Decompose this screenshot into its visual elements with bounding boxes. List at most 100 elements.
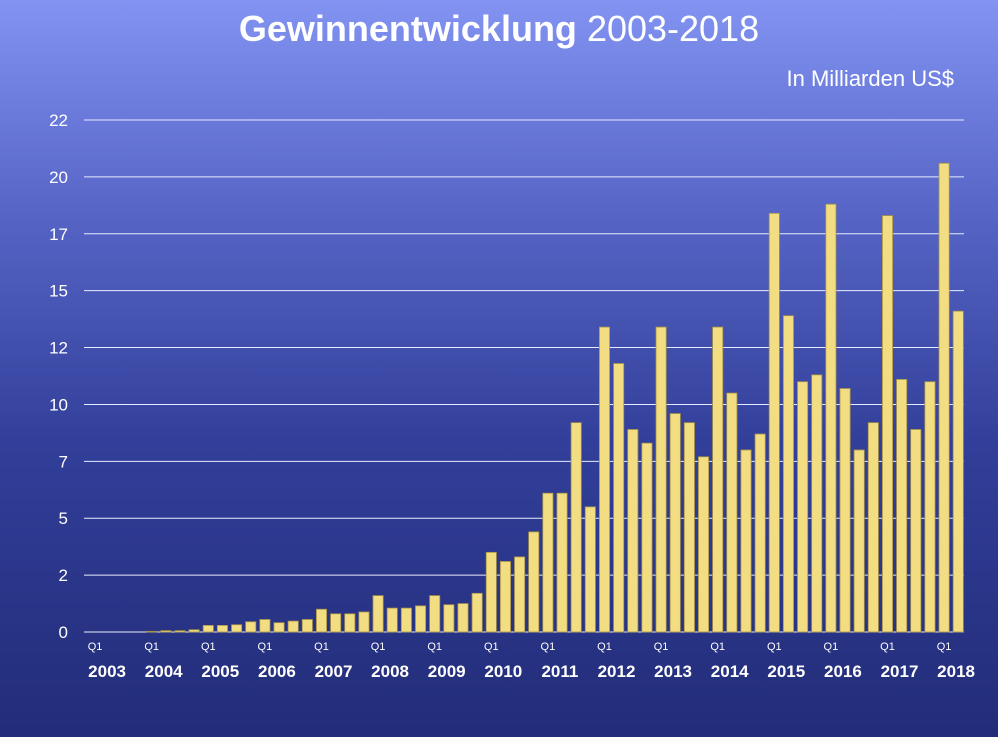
bar [485, 551, 497, 633]
quarter-tick-label: Q1 [541, 641, 556, 653]
bar [287, 620, 299, 633]
quarter-tick-label: Q1 [484, 641, 499, 653]
bar [259, 619, 271, 633]
bar [386, 607, 398, 633]
bar [231, 624, 243, 633]
quarter-tick-label: Q1 [88, 641, 103, 653]
bar [528, 531, 540, 633]
bar [471, 592, 483, 633]
year-label: 2007 [315, 662, 353, 681]
bar [726, 392, 738, 633]
bar [754, 433, 766, 633]
bar [429, 595, 441, 633]
year-label: 2015 [767, 662, 805, 681]
quarter-tick-label: Q1 [314, 641, 329, 653]
year-label: 2016 [824, 662, 862, 681]
bar [216, 625, 228, 633]
y-tick-label: 22 [49, 111, 68, 130]
bar [797, 381, 809, 633]
quarter-tick-label: Q1 [201, 641, 216, 653]
bar [570, 422, 582, 633]
y-tick-label: 10 [49, 395, 68, 414]
bar [853, 449, 865, 633]
quarter-tick-label: Q1 [427, 641, 442, 653]
bar [188, 629, 200, 633]
bar [740, 449, 752, 633]
quarter-tick-label: Q1 [710, 641, 725, 653]
year-label: 2008 [371, 662, 409, 681]
bar [811, 374, 823, 633]
bar [202, 625, 214, 633]
y-tick-label: 12 [49, 339, 68, 358]
bar [613, 363, 625, 633]
quarter-tick-label: Q1 [597, 641, 612, 653]
bar [952, 310, 964, 633]
bar [344, 613, 356, 633]
bar [641, 442, 653, 633]
chart-subtitle: In Milliarden US$ [786, 66, 954, 91]
bar [174, 630, 186, 633]
bar [683, 422, 695, 633]
quarter-tick-label: Q1 [144, 641, 159, 653]
year-label: 2017 [881, 662, 919, 681]
y-tick-label: 20 [49, 168, 68, 187]
chart-title: Gewinnentwicklung 2003-2018 [0, 8, 998, 50]
bar [400, 607, 412, 633]
y-tick-label: 0 [59, 623, 68, 642]
bar [457, 603, 469, 633]
quarter-tick-label: Q1 [654, 641, 669, 653]
bar [655, 326, 667, 633]
bar [924, 381, 936, 633]
bar [882, 215, 894, 633]
bar [867, 422, 879, 633]
bar [825, 203, 837, 633]
year-label: 2013 [654, 662, 692, 681]
bar [315, 608, 327, 633]
bar [146, 630, 158, 633]
bar [514, 556, 526, 633]
bar [542, 492, 554, 633]
bar [415, 605, 427, 633]
chart-title-bold: Gewinnentwicklung [238, 8, 577, 49]
bar [782, 315, 794, 633]
year-label: 2018 [937, 662, 975, 681]
y-tick-label: 7 [59, 452, 68, 471]
bar [698, 456, 710, 633]
bar [669, 413, 681, 633]
bar [627, 429, 639, 633]
bar [499, 561, 511, 633]
bar [372, 595, 384, 633]
bar [301, 619, 313, 633]
quarter-tick-label: Q1 [258, 641, 273, 653]
bar [938, 162, 950, 633]
y-tick-label: 15 [49, 282, 68, 301]
bar [273, 622, 285, 633]
quarter-tick-label: Q1 [937, 641, 952, 653]
bar [443, 604, 455, 633]
bar [768, 212, 780, 633]
quarter-tick-label: Q1 [824, 641, 839, 653]
quarter-tick-label: Q1 [371, 641, 386, 653]
bar [330, 613, 342, 633]
year-label: 2010 [484, 662, 522, 681]
y-tick-label: 17 [49, 225, 68, 244]
year-label: 2003 [88, 662, 126, 681]
bar [160, 630, 172, 633]
y-tick-label: 2 [59, 566, 68, 585]
year-label: 2009 [428, 662, 466, 681]
bar [584, 506, 596, 633]
year-label: 2006 [258, 662, 296, 681]
quarter-tick-label: Q1 [880, 641, 895, 653]
bar [896, 379, 908, 633]
chart-title-years: 2003-2018 [586, 8, 760, 49]
y-tick-label: 5 [59, 509, 68, 528]
bar [839, 388, 851, 633]
year-label: 2005 [201, 662, 239, 681]
bar [245, 621, 257, 633]
year-label: 2004 [145, 662, 183, 681]
bar [910, 429, 922, 633]
bar [556, 492, 568, 633]
year-label: 2011 [541, 662, 578, 681]
year-label: 2012 [598, 662, 636, 681]
